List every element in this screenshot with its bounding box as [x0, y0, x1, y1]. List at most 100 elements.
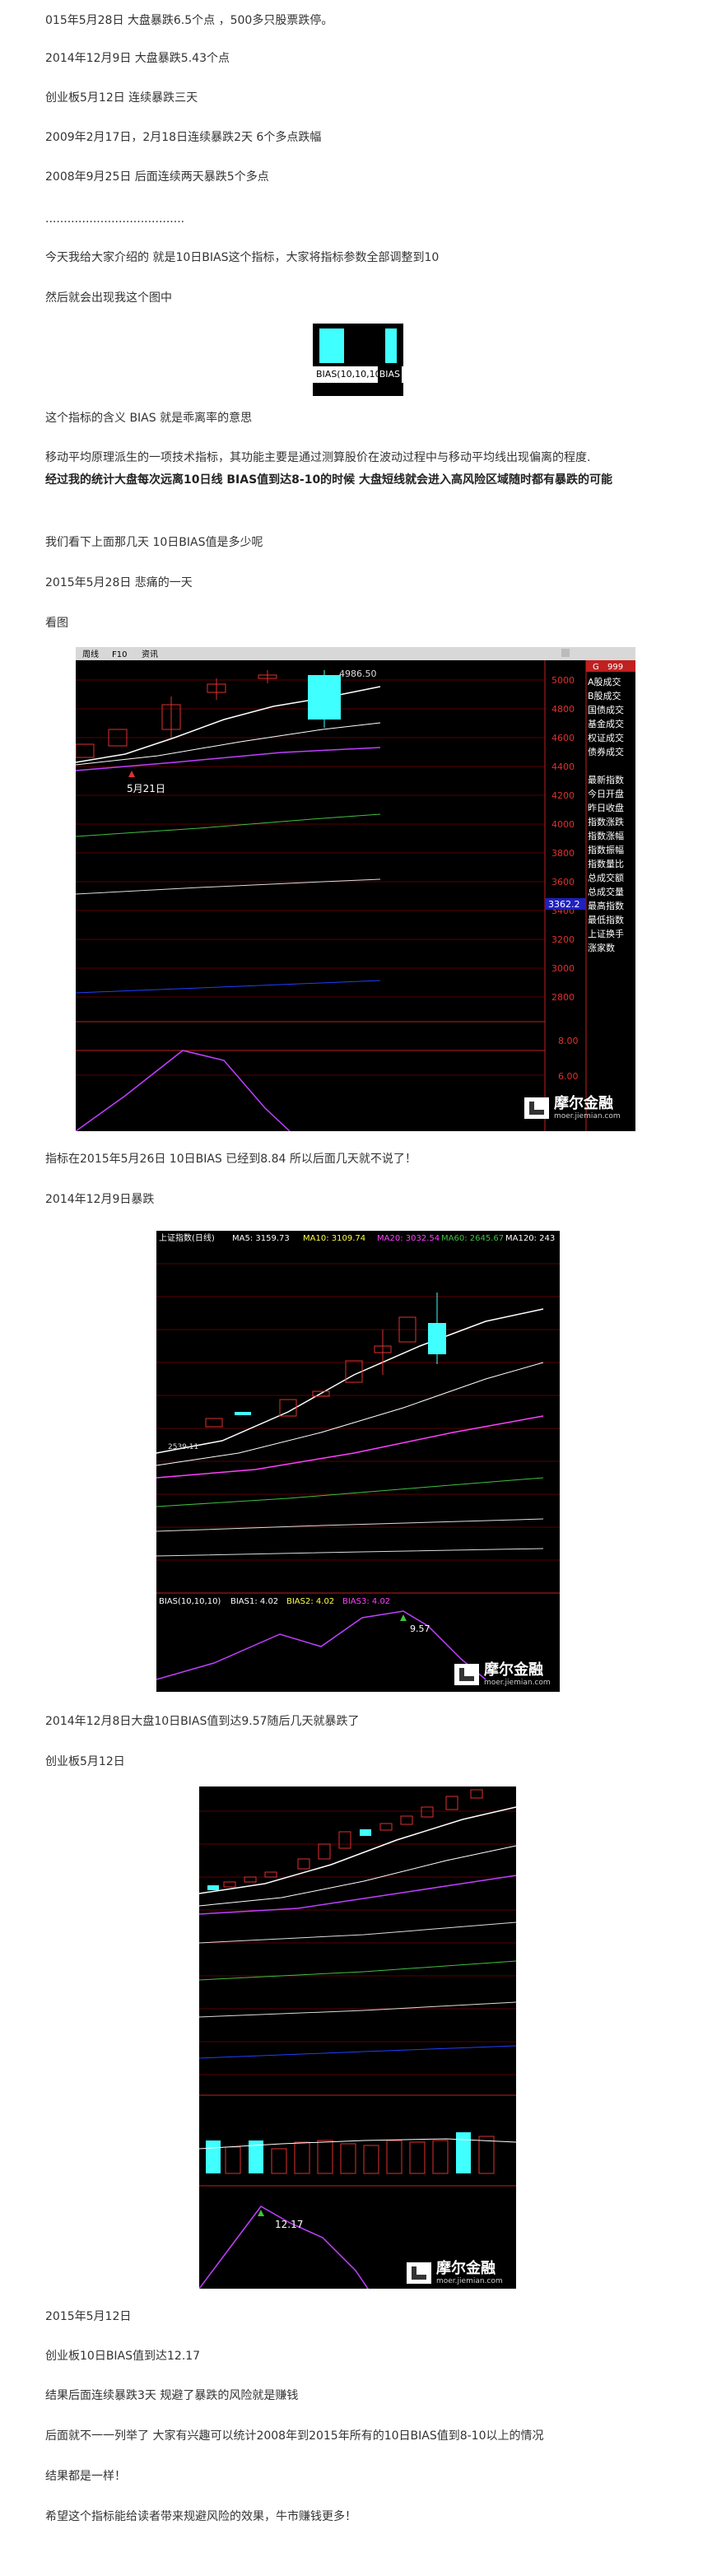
marker-arrow-icon — [128, 771, 135, 777]
ma-line-white-2 — [76, 722, 381, 766]
bias-tick: 6.00 — [558, 1071, 579, 1082]
menu-bar — [76, 647, 635, 660]
ma-line-green — [76, 813, 381, 837]
price-tick: 4800 — [551, 704, 575, 715]
candle-down — [235, 1412, 251, 1415]
candle-up — [76, 743, 95, 758]
volume-bar-down — [249, 2140, 263, 2173]
side-item: 涨家数 — [588, 942, 615, 953]
volume-bar-down — [206, 2140, 221, 2173]
side-item: 昨日收盘 — [588, 802, 624, 813]
price-tick: 3800 — [551, 848, 575, 859]
bias-label-2: BIAS — [377, 366, 402, 383]
bias-header: BIAS(10,10,10) BIAS1: 4.02 BIAS2: 4.02 B… — [159, 1597, 390, 1606]
paragraph-12: 我们看下上面那几天 10日BIAS值是多少呢 — [45, 536, 263, 549]
side-item: 最低指数 — [588, 914, 624, 925]
chart-2015-05-28: 周线 F10 资讯 5000 4800 4600 4400 4200 4000 … — [76, 647, 635, 1131]
ma120-value: MA120: 243 — [505, 1234, 555, 1243]
watermark-logo-icon — [454, 1664, 479, 1685]
watermark-sub: moer.jiemian.com — [554, 1112, 621, 1120]
paragraph-19: 2015年5月12日 — [45, 2310, 132, 2323]
price-tick: 3600 — [551, 877, 575, 887]
side-item: 指数振幅 — [588, 844, 624, 855]
candle-up — [470, 1789, 483, 1799]
side-header-flag: G — [593, 663, 599, 672]
menu-item-news[interactable]: 资讯 — [142, 650, 158, 659]
price-gridlines — [156, 1263, 560, 1561]
paragraph-11: 经过我的统计大盘每次远离10日线 BIAS值到达8-10的时候 大盘短线就会进入… — [45, 473, 613, 487]
menu-item-f10[interactable]: F10 — [112, 650, 127, 659]
ma-line-white — [199, 1806, 516, 1894]
ma20-value: MA20: 3032.54 — [377, 1234, 440, 1243]
chart-title: 上证指数(日线) — [159, 1232, 215, 1243]
ma5-value: MA5: 3159.73 — [232, 1234, 290, 1243]
watermark-sub: moer.jiemian.com — [484, 1679, 551, 1687]
side-item: 指数涨跌 — [588, 816, 624, 827]
volume-bar-up — [409, 2141, 426, 2174]
candle-up — [400, 1815, 413, 1825]
side-item: 权证成交 — [588, 732, 624, 743]
menu-item-week[interactable]: 周线 — [82, 649, 99, 659]
volume-bar-up — [478, 2136, 495, 2174]
bias-label-bar: BIAS(10,10,10) BIAS — [313, 366, 403, 383]
ma-line-grey-2 — [156, 1548, 544, 1557]
watermark-text: 摩尔金融 — [484, 1661, 543, 1679]
high-label: 4986.50 — [339, 668, 377, 679]
candles — [76, 670, 341, 758]
paragraph-16: 2014年12月9日暴跌 — [45, 1193, 155, 1206]
volume-bar-up — [340, 2143, 356, 2174]
low-label: 2539.11 — [168, 1443, 198, 1451]
candle-up — [421, 1806, 434, 1818]
price-tick: 4200 — [551, 790, 575, 801]
candle-up — [345, 1360, 363, 1383]
paragraph-14: 看图 — [45, 617, 68, 630]
ma-line-white-2 — [199, 1845, 516, 1907]
candle-down — [360, 1829, 371, 1836]
paragraph-4: 2009年2月17日，2月18日连续暴跌2天 6个多点跌幅 — [45, 131, 322, 144]
ma-line-white-2 — [156, 1362, 544, 1466]
candle-up — [223, 1881, 236, 1888]
ma10-value: MA10: 3109.74 — [303, 1234, 365, 1243]
side-item: A股成交 — [588, 676, 621, 687]
side-header-bg — [586, 660, 635, 672]
candle-down — [207, 1885, 219, 1890]
side-item: 指数量比 — [588, 858, 624, 869]
bias-tick: 8.00 — [558, 1036, 579, 1046]
chart-2015-05-12: 12.17 摩尔金融 moer.jiemian.com — [199, 1786, 516, 2289]
volume-bar-up — [386, 2140, 403, 2174]
watermark: 摩尔金融 moer.jiemian.com — [454, 1662, 551, 1687]
price-tick: 4400 — [551, 762, 575, 772]
side-item: 基金成交 — [588, 718, 624, 729]
marker-arrow-icon — [258, 2210, 264, 2216]
paragraph-21: 结果后面连续暴跌3天 规避了暴跌的风险就是赚钱 — [45, 2389, 299, 2402]
side-item: 指数涨幅 — [588, 830, 624, 841]
bias-bar — [385, 328, 397, 363]
ma-line-grey — [156, 1518, 544, 1532]
candle-up — [264, 1871, 277, 1878]
side-item: 国债成交 — [588, 704, 624, 715]
side-item: 最新指数 — [588, 774, 624, 785]
volume-bar-up — [271, 2148, 287, 2174]
candle-up — [398, 1316, 416, 1343]
volume-bar-down — [456, 2132, 471, 2173]
chart-3-svg: 12.17 — [199, 1789, 516, 2289]
price-tick: 4600 — [551, 733, 575, 743]
candle-up — [312, 1390, 330, 1397]
bias-line — [199, 2206, 369, 2289]
price-tick: 2800 — [551, 992, 575, 1003]
bias-line — [156, 1610, 486, 1680]
candle-up — [205, 1418, 223, 1428]
ma-line-white — [156, 1308, 544, 1454]
side-list: A股成交 B股成交 国债成交 基金成交 权证成交 债券成交 最新指数 今日开盘 … — [588, 676, 624, 953]
ma-line-purple — [76, 747, 381, 771]
watermark: 摩尔金融 moer.jiemian.com — [524, 1096, 621, 1120]
paragraph-22: 后面就不一一列举了 大家有兴趣可以统计2008年到2015年所有的10日BIAS… — [45, 2429, 544, 2443]
candle-up — [297, 1858, 310, 1870]
paragraph-2: 2014年12月9日 大盘暴跌5.43个点 — [45, 52, 230, 65]
bias-label: BIAS(10,10,10) — [316, 369, 384, 380]
window-button[interactable] — [561, 649, 570, 657]
candle-up — [445, 1796, 458, 1810]
ma-line-purple — [199, 1875, 516, 1915]
ma-line-purple — [156, 1415, 544, 1479]
paragraph-17: 2014年12月8日大盘10日BIAS值到达9.57随后几天就暴跌了 — [45, 1715, 360, 1728]
